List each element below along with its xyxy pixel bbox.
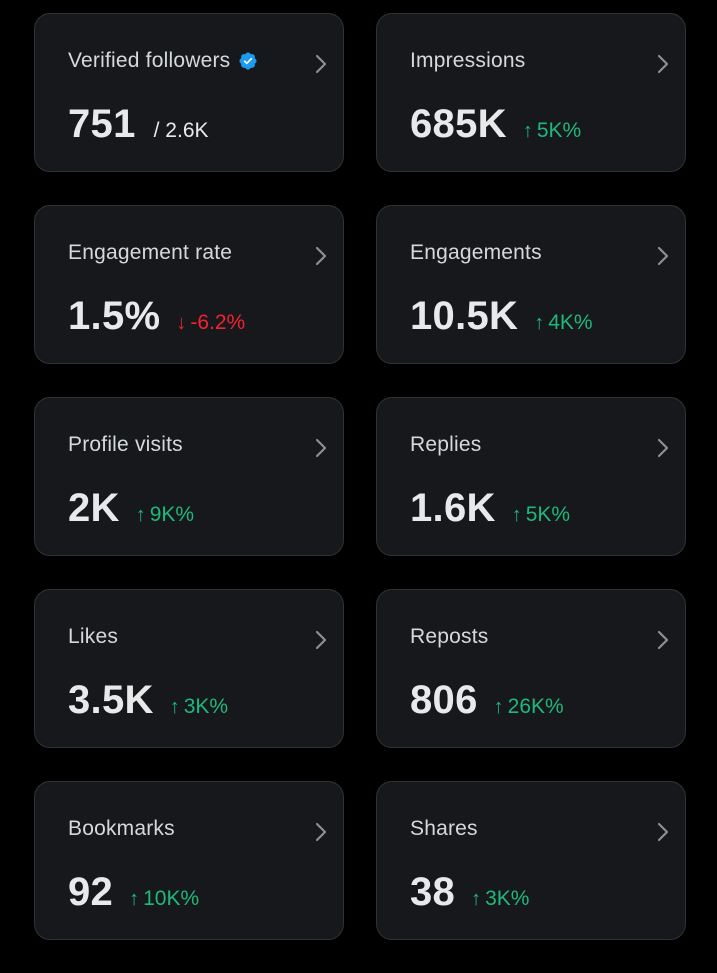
metric-value: 10.5K bbox=[410, 294, 519, 338]
card-title: Profile visits bbox=[68, 433, 183, 457]
metric-change: ↑ 5K% bbox=[512, 503, 570, 527]
metric-row: 751 / 2.6K bbox=[68, 102, 209, 147]
verified-badge-icon bbox=[239, 52, 257, 70]
metric-value: 1.5% bbox=[68, 294, 161, 338]
card-title-label: Bookmarks bbox=[68, 817, 175, 840]
metric-change-value: 26K% bbox=[507, 695, 564, 718]
card-title: Engagement rate bbox=[68, 241, 232, 265]
metric-row: 92 ↑ 10K% bbox=[68, 870, 199, 915]
arrow-up-icon: ↑ bbox=[169, 696, 180, 718]
card-bookmarks[interactable]: Bookmarks 92 ↑ 10K% bbox=[34, 781, 344, 940]
card-replies[interactable]: Replies 1.6K ↑ 5K% bbox=[376, 397, 686, 556]
metric-total: / 2.6K bbox=[153, 119, 209, 142]
metric-change-value: 3K% bbox=[485, 887, 530, 910]
card-reposts[interactable]: Reposts 806 ↑ 26K% bbox=[376, 589, 686, 748]
metric-change-value: 5K% bbox=[536, 119, 582, 142]
metric-row: 1.6K ↑ 5K% bbox=[410, 486, 570, 531]
card-impressions[interactable]: Impressions 685K ↑ 5K% bbox=[376, 13, 686, 172]
card-title: Engagements bbox=[410, 241, 542, 265]
card-title: Impressions bbox=[410, 49, 525, 73]
card-title-label: Engagement rate bbox=[68, 241, 233, 264]
card-title: Likes bbox=[68, 625, 118, 649]
chevron-right-icon bbox=[315, 630, 327, 650]
metric-change: ↑ 9K% bbox=[136, 503, 194, 527]
metric-value: 2K bbox=[68, 486, 120, 530]
metric-value: 3.5K bbox=[68, 678, 154, 722]
card-profile-visits[interactable]: Profile visits 2K ↑ 9K% bbox=[34, 397, 344, 556]
card-title-label: Profile visits bbox=[68, 433, 183, 456]
card-title: Replies bbox=[410, 433, 481, 457]
metric-change-value: 3K% bbox=[183, 695, 229, 718]
chevron-right-icon bbox=[315, 822, 327, 842]
arrow-up-icon: ↑ bbox=[511, 504, 522, 526]
metric-value: 92 bbox=[68, 870, 114, 914]
metric-change: ↑ 10K% bbox=[129, 887, 199, 911]
arrow-up-icon: ↑ bbox=[534, 312, 545, 334]
card-shares[interactable]: Shares 38 ↑ 3K% bbox=[376, 781, 686, 940]
chevron-right-icon bbox=[315, 54, 327, 74]
arrow-up-icon: ↑ bbox=[135, 504, 146, 526]
metric-change-value: 10K% bbox=[143, 887, 200, 910]
card-title: Reposts bbox=[410, 625, 488, 649]
metric-change-value: 9K% bbox=[149, 503, 195, 526]
arrow-up-icon: ↑ bbox=[129, 888, 140, 910]
card-engagements[interactable]: Engagements 10.5K ↑ 4K% bbox=[376, 205, 686, 364]
arrow-up-icon: ↑ bbox=[471, 888, 482, 910]
metric-change: ↑ 4K% bbox=[534, 311, 592, 335]
chevron-right-icon bbox=[657, 438, 669, 458]
metric-row: 38 ↑ 3K% bbox=[410, 870, 529, 915]
metric-row: 685K ↑ 5K% bbox=[410, 102, 581, 147]
arrow-up-icon: ↑ bbox=[493, 696, 504, 718]
chevron-right-icon bbox=[657, 630, 669, 650]
card-title-label: Reposts bbox=[410, 625, 489, 648]
card-title: Bookmarks bbox=[68, 817, 175, 841]
chevron-right-icon bbox=[315, 438, 327, 458]
metric-row: 1.5% ↓ -6.2% bbox=[68, 294, 245, 339]
card-title: Shares bbox=[410, 817, 478, 841]
metric-row: 2K ↑ 9K% bbox=[68, 486, 194, 531]
card-verified-followers[interactable]: Verified followers 751 / 2.6K bbox=[34, 13, 344, 172]
card-title-label: Replies bbox=[410, 433, 482, 456]
metric-row: 10.5K ↑ 4K% bbox=[410, 294, 593, 339]
chevron-right-icon bbox=[657, 246, 669, 266]
metric-change: ↑ 5K% bbox=[523, 119, 581, 143]
metric-row: 806 ↑ 26K% bbox=[410, 678, 564, 723]
arrow-down-icon: ↓ bbox=[176, 312, 187, 334]
metric-value: 685K bbox=[410, 102, 507, 146]
metric-change: ↓ -6.2% bbox=[176, 311, 245, 335]
card-title-label: Engagements bbox=[410, 241, 542, 264]
metric-change-value: -6.2% bbox=[190, 311, 246, 334]
metric-change: ↑ 3K% bbox=[471, 887, 529, 911]
metric-change-value: 4K% bbox=[548, 311, 593, 334]
metric-value: 751 bbox=[68, 102, 136, 146]
card-title: Verified followers bbox=[68, 49, 258, 73]
card-title-label: Shares bbox=[410, 817, 478, 840]
metric-change: ↑ 26K% bbox=[494, 695, 564, 719]
metric-change: ↑ 3K% bbox=[170, 695, 228, 719]
card-likes[interactable]: Likes 3.5K ↑ 3K% bbox=[34, 589, 344, 748]
chevron-right-icon bbox=[315, 246, 327, 266]
card-title-label: Likes bbox=[68, 625, 119, 648]
card-engagement-rate[interactable]: Engagement rate 1.5% ↓ -6.2% bbox=[34, 205, 344, 364]
arrow-up-icon: ↑ bbox=[522, 120, 533, 142]
card-title-label: Verified followers bbox=[68, 49, 231, 72]
metric-row: 3.5K ↑ 3K% bbox=[68, 678, 228, 723]
chevron-right-icon bbox=[657, 822, 669, 842]
metric-value: 1.6K bbox=[410, 486, 496, 530]
card-title-label: Impressions bbox=[410, 49, 526, 72]
metric-value: 38 bbox=[410, 870, 456, 914]
metrics-grid: Verified followers 751 / 2.6K Impression… bbox=[34, 13, 686, 940]
chevron-right-icon bbox=[657, 54, 669, 74]
metric-change-value: 5K% bbox=[525, 503, 571, 526]
metric-value: 806 bbox=[410, 678, 478, 722]
